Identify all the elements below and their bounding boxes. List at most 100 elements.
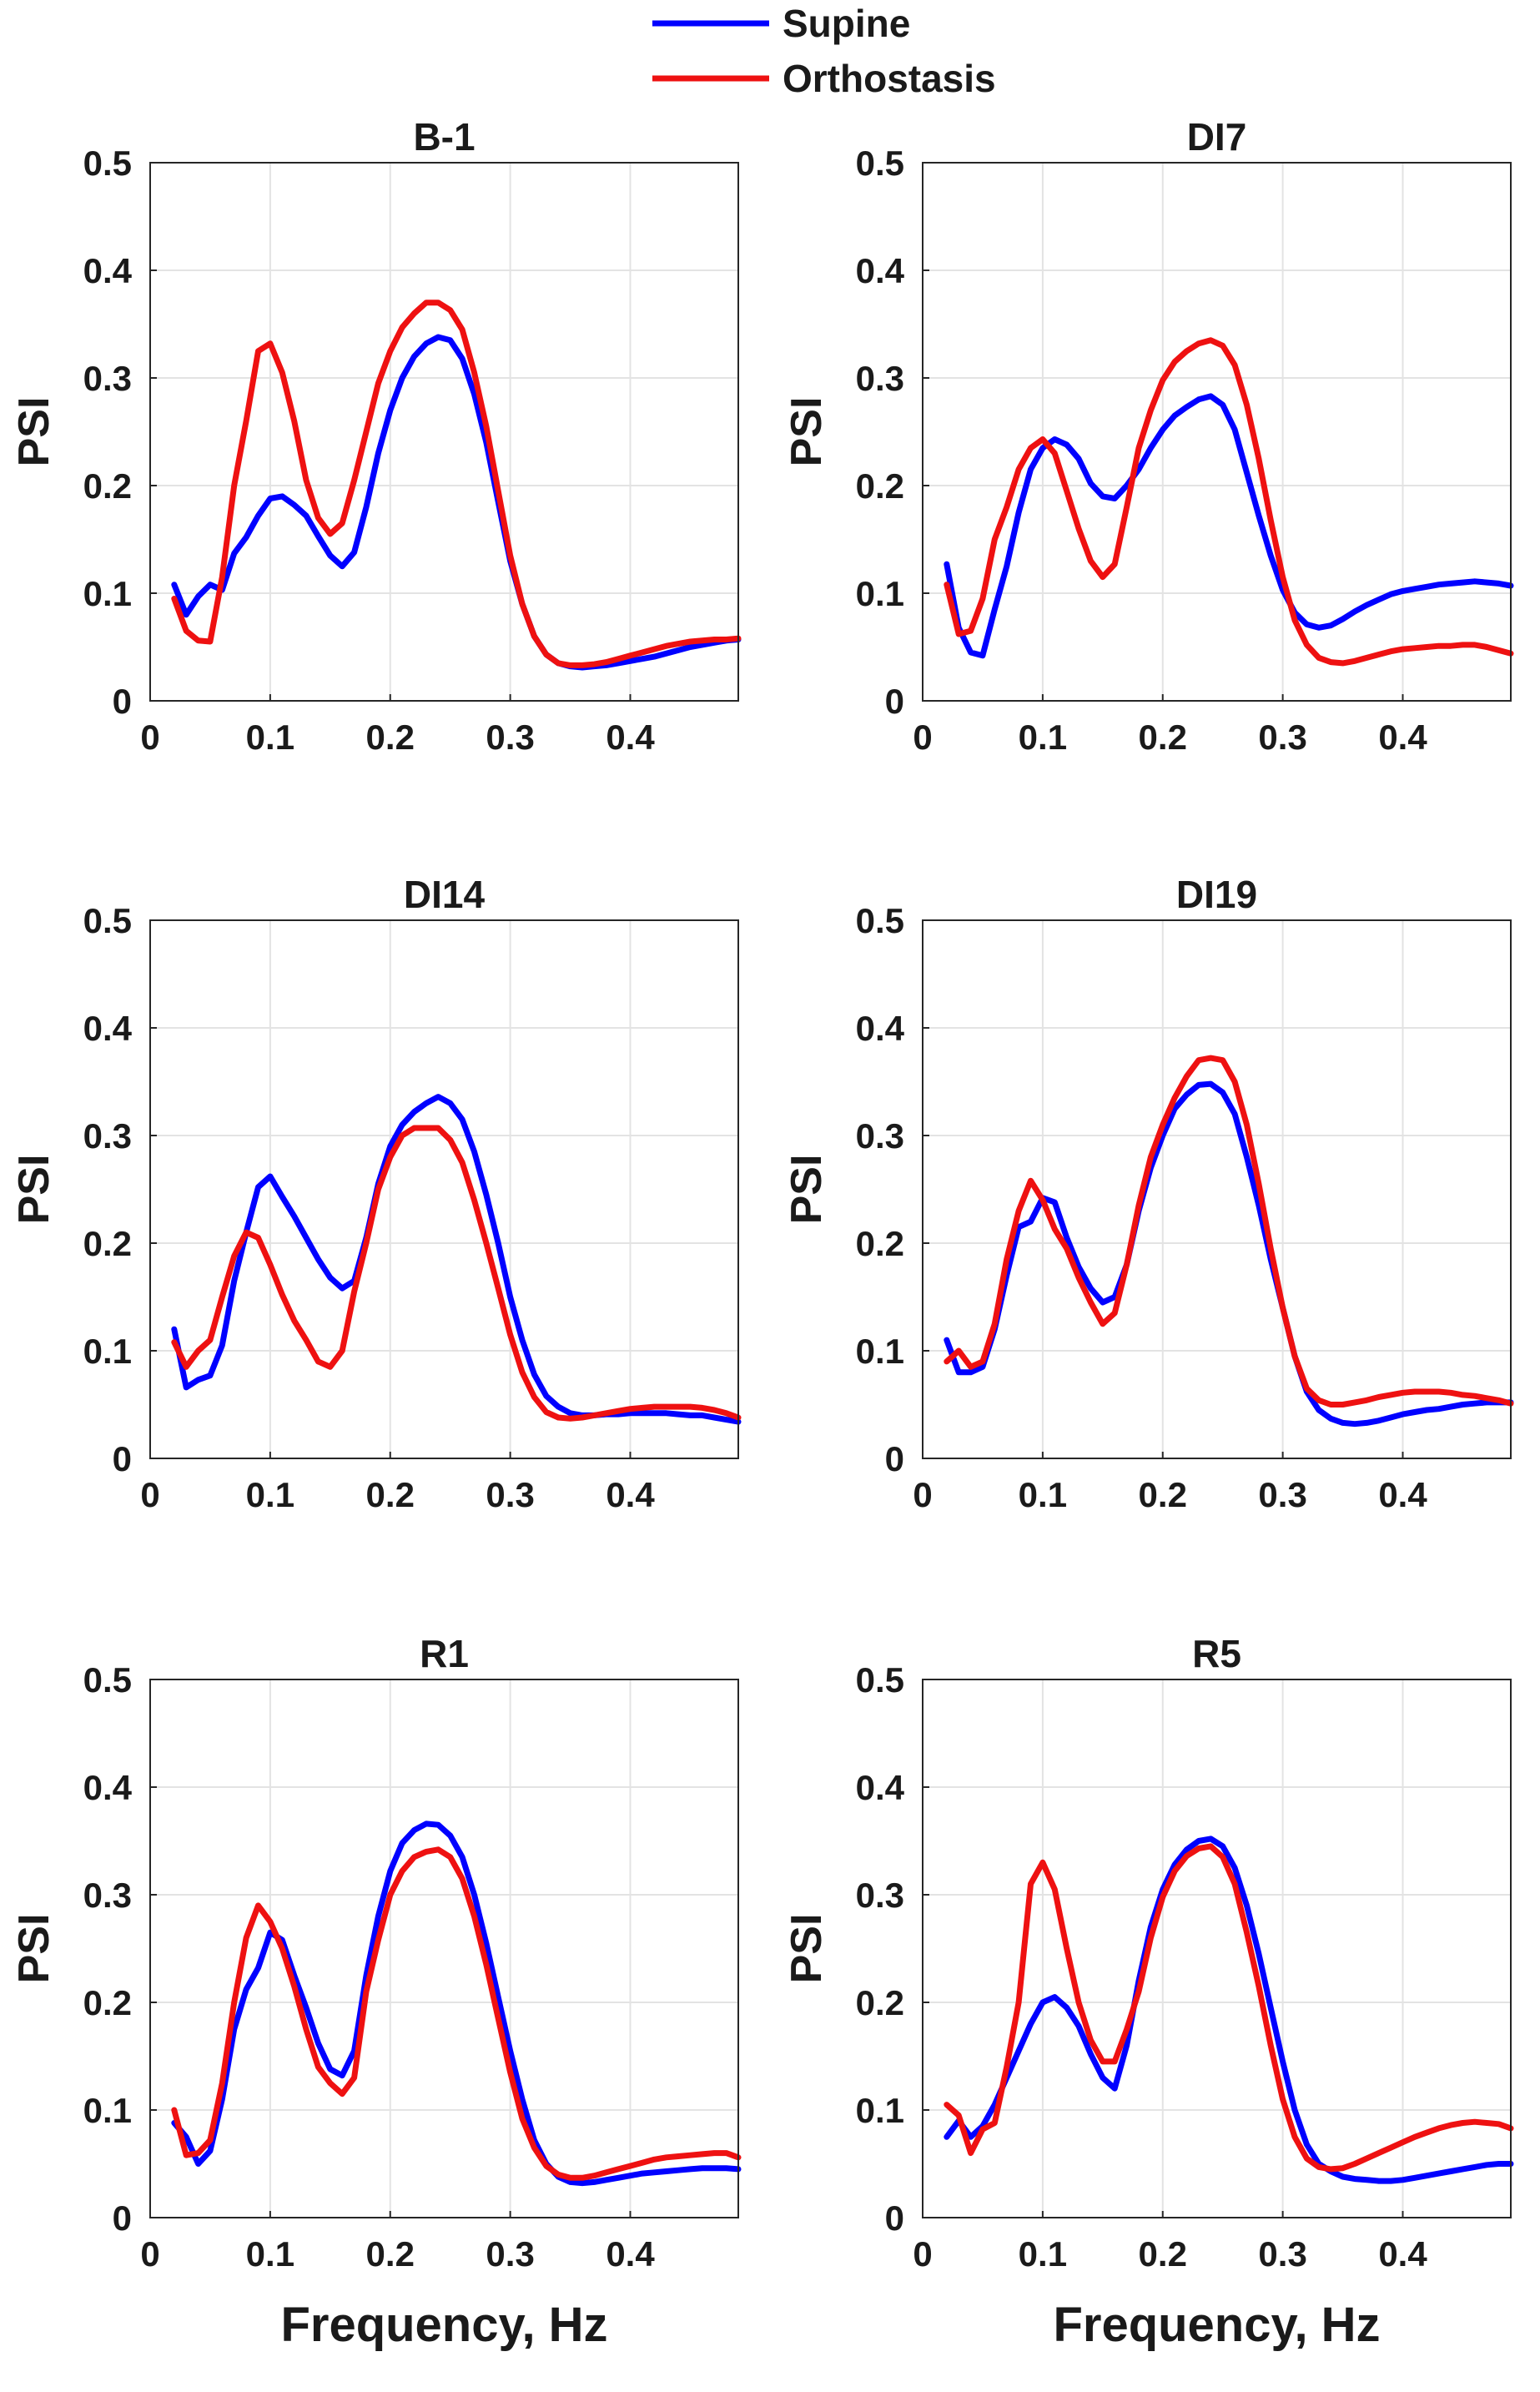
axes-box	[922, 919, 1512, 1459]
x-tick-label: 0.1	[246, 1475, 294, 1514]
y-tick-label: 0.5	[83, 901, 132, 940]
x-tick-label: 0.1	[1019, 2234, 1067, 2274]
x-tick-label: 0.4	[1378, 2234, 1427, 2274]
y-tick-label: 0.1	[856, 2091, 904, 2130]
x-axis-label: Frequency, Hz	[280, 2298, 607, 2352]
x-tick-label: 0.2	[366, 718, 415, 757]
y-tick-label: 0.5	[856, 1660, 904, 1700]
legend: Supine Orthostasis	[652, 2, 996, 100]
legend-label-supine: Supine	[783, 2, 910, 45]
panel-title: DI7	[1187, 115, 1247, 159]
panel-r5: 0 0.1 0.2 0.3 0.4 0 0.1 0.2 0.3 0.4 0.5 R5 PSI Freque…	[783, 1632, 1514, 2352]
y-tick-label: 0.4	[856, 1768, 905, 1807]
y-tick-label: 0.2	[83, 1224, 132, 1263]
series-line-orthostasis	[944, 1055, 1514, 1408]
y-tick-label: 0.5	[856, 901, 904, 940]
y-tick-label: 0.3	[856, 1116, 904, 1156]
x-tick-label: 0.3	[1258, 2234, 1306, 2274]
plot-area	[923, 163, 1511, 701]
series-line-supine	[171, 334, 742, 671]
y-axis-label: PSI	[783, 1914, 831, 1984]
legend-label-orthostasis: Orthostasis	[783, 57, 996, 100]
y-tick-label: 0.5	[856, 144, 904, 183]
series-line-orthostasis	[944, 1843, 1514, 2173]
y-tick-label: 0.1	[83, 574, 132, 613]
x-tick-label: 0	[140, 2234, 159, 2274]
x-tick-label: 0.3	[1258, 718, 1306, 757]
y-tick-label: 0.1	[856, 1332, 904, 1371]
panel-title: DI14	[404, 873, 486, 916]
y-tick-label: 0.3	[83, 1116, 132, 1156]
x-tick-label: 0	[913, 718, 932, 757]
y-tick-label: 0.5	[83, 144, 132, 183]
panel-di14: 0 0.1 0.2 0.3 0.4 0 0.1 0.2 0.3 0.4 0.5 DI14 PSI	[10, 873, 742, 1514]
x-tick-label: 0.1	[246, 2234, 294, 2274]
panel-di7: 0 0.1 0.2 0.3 0.4 0 0.1 0.2 0.3 0.4 0.5 DI7 PSI	[783, 115, 1514, 757]
axes-box	[149, 162, 739, 702]
x-tick-label: 0.4	[1378, 1475, 1427, 1514]
y-axis-label: PSI	[10, 1914, 58, 1984]
panel-b-1: 0 0.1 0.2 0.3 0.4 0 0.1 0.2 0.3 0.4 0.5 B-1 PSI	[10, 115, 742, 757]
y-tick-label: 0	[113, 2198, 132, 2238]
y-tick-label: 0.5	[83, 1660, 132, 1700]
x-tick-label: 0.1	[1019, 718, 1067, 757]
series-line-supine	[171, 1094, 742, 1425]
y-tick-label: 0.3	[856, 1876, 904, 1915]
panel-title: B-1	[413, 115, 475, 159]
panel-title: DI19	[1176, 873, 1257, 916]
y-tick-label: 0	[885, 682, 904, 721]
x-tick-label: 0.2	[1139, 1475, 1187, 1514]
y-tick-label: 0.3	[83, 1876, 132, 1915]
x-tick-label: 0.3	[486, 2234, 534, 2274]
y-tick-label: 0.1	[83, 2091, 132, 2130]
x-tick-label: 0.4	[606, 718, 655, 757]
series-line-orthostasis	[171, 300, 742, 668]
panel-title: R1	[420, 1632, 469, 1675]
series-line-supine	[944, 1836, 1514, 2184]
x-tick-label: 0.2	[1139, 718, 1187, 757]
y-tick-label: 0.3	[83, 359, 132, 398]
x-tick-label: 0.3	[1258, 1475, 1306, 1514]
y-tick-label: 0	[113, 1439, 132, 1478]
plot-area	[150, 1679, 738, 2218]
plot-area	[923, 1679, 1511, 2218]
axes-box	[149, 919, 739, 1459]
y-tick-label: 0.2	[856, 466, 904, 506]
y-tick-label: 0.3	[856, 359, 904, 398]
panel-di19: 0 0.1 0.2 0.3 0.4 0 0.1 0.2 0.3 0.4 0.5 DI19 PSI	[783, 873, 1514, 1514]
y-tick-label: 0.1	[83, 1332, 132, 1371]
y-tick-label: 0	[885, 1439, 904, 1478]
y-tick-label: 0.2	[83, 1983, 132, 2022]
plot-area	[923, 920, 1511, 1458]
axes-box	[922, 1679, 1512, 2218]
y-tick-label: 0	[113, 682, 132, 721]
series-line-orthostasis	[171, 1846, 742, 2181]
x-tick-label: 0.3	[486, 718, 534, 757]
y-axis-label: PSI	[783, 1155, 831, 1225]
x-tick-label: 0.1	[1019, 1475, 1067, 1514]
x-tick-label: 0	[140, 718, 159, 757]
y-tick-label: 0.2	[856, 1983, 904, 2022]
y-tick-label: 0	[885, 2198, 904, 2238]
series-line-supine	[944, 393, 1514, 659]
series-line-orthostasis	[171, 1125, 742, 1422]
x-tick-label: 0.1	[246, 718, 294, 757]
x-tick-label: 0	[140, 1475, 159, 1514]
y-tick-label: 0.4	[83, 251, 133, 290]
x-axis-label: Frequency, Hz	[1053, 2298, 1380, 2352]
panel-title: R5	[1192, 1632, 1241, 1675]
x-tick-label: 0.3	[486, 1475, 534, 1514]
x-tick-label: 0.4	[606, 2234, 655, 2274]
series-line-supine	[171, 1820, 742, 2187]
y-axis-label: PSI	[10, 1155, 58, 1225]
y-tick-label: 0.4	[856, 251, 905, 290]
y-tick-label: 0.2	[83, 466, 132, 506]
x-tick-label: 0.2	[366, 1475, 415, 1514]
plot-area	[150, 920, 738, 1458]
x-tick-label: 0	[913, 2234, 932, 2274]
y-tick-label: 0.4	[856, 1009, 905, 1048]
y-axis-label: PSI	[10, 397, 58, 467]
x-tick-label: 0	[913, 1475, 932, 1514]
